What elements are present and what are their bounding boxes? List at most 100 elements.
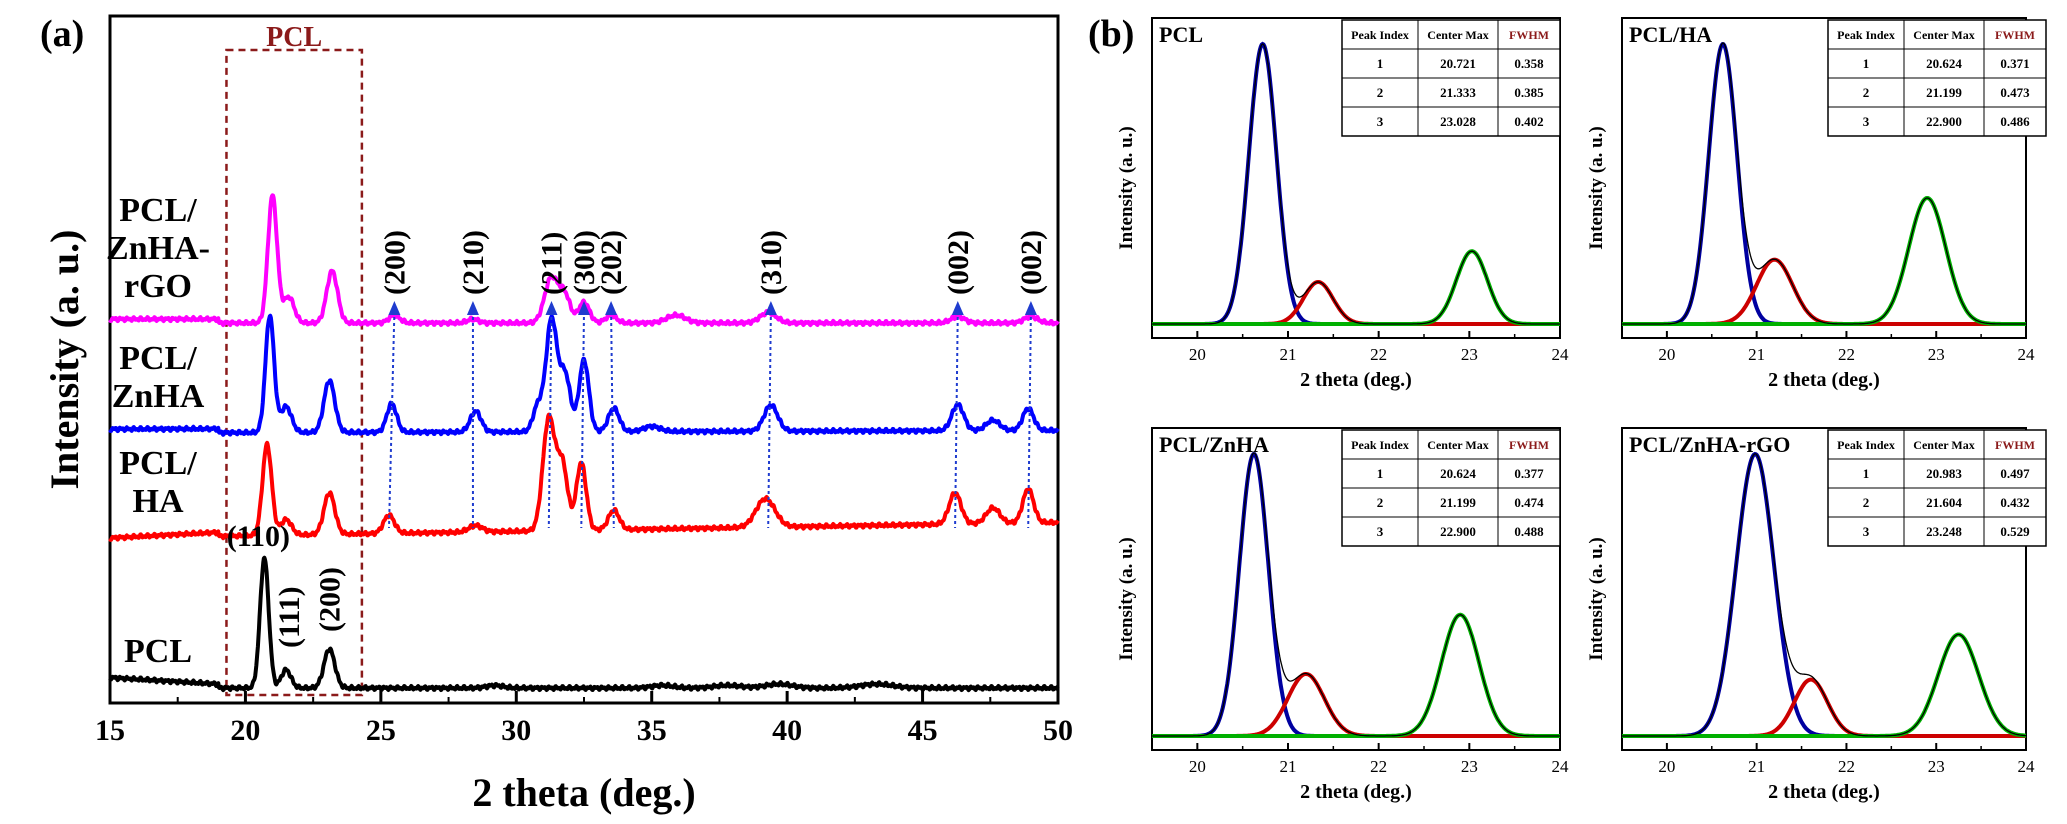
- x-tick-label: 24: [1552, 345, 1570, 364]
- hkl-label: (002): [942, 230, 975, 295]
- table-cell: 3: [1377, 114, 1384, 129]
- x-tick-label: 15: [95, 714, 125, 747]
- pcl-region-box: [225, 48, 364, 697]
- subplot-pcl: 20 21 22 23 242 theta (deg.)Intensity (a. u.…: [1116, 17, 1570, 391]
- fit-peak-2: [1622, 677, 2026, 738]
- hkl-label: (300): [568, 230, 601, 295]
- x-tick-label: 23: [1461, 345, 1478, 364]
- table-cell: 23.248: [1926, 524, 1962, 539]
- series-label: ZnHA: [112, 378, 205, 415]
- x-tick-label: 22: [1370, 345, 1387, 364]
- panel-b-label: (b): [1088, 13, 1134, 55]
- fit-peak-2: [1152, 672, 1560, 738]
- table-cell: 22.900: [1440, 524, 1476, 539]
- x-axis-label: 2 theta (deg.): [472, 770, 695, 815]
- table-cell: 21.199: [1926, 85, 1962, 100]
- x-tick-label: 20: [1189, 345, 1206, 364]
- table-cell: 21.333: [1440, 85, 1476, 100]
- table-cell: 0.474: [1514, 495, 1544, 510]
- table-cell: 22.900: [1926, 114, 1962, 129]
- series-line-pcl-ha: [108, 412, 1060, 542]
- cumulative-fit-line: [1152, 452, 1560, 737]
- table-cell: 3: [1863, 524, 1870, 539]
- hkl-marker-triangle: [1024, 301, 1037, 315]
- x-tick-label: 30: [501, 714, 531, 747]
- subplot-pcl-znha: 20 21 22 23 242 theta (deg.)Intensity (a. u.…: [1116, 427, 1570, 803]
- table-cell: 0.385: [1514, 85, 1544, 100]
- hkl-marker-triangle: [764, 301, 777, 315]
- cumulative-fit-line: [1622, 42, 2026, 325]
- x-tick-label: 21: [1280, 345, 1297, 364]
- fit-peak-3: [1622, 195, 2026, 326]
- table-cell: 1: [1863, 466, 1870, 481]
- table-cell: 0.371: [2000, 56, 2029, 71]
- x-tick-label: 23: [1928, 345, 1945, 364]
- table-cell: 20.624: [1440, 466, 1476, 481]
- hkl-label: (310): [755, 230, 788, 295]
- table-cell: 0.488: [1514, 524, 1544, 539]
- subplot-frame: [1621, 427, 2027, 751]
- y-axis-label: Intensity (a. u.): [1116, 126, 1137, 250]
- y-axis-label: Intensity (a. u.): [1586, 126, 1607, 250]
- fit-peak-3: [1152, 249, 1560, 326]
- panel-a-label: (a): [40, 13, 84, 55]
- fit-peak-3: [1152, 612, 1560, 738]
- hkl-guide-line: [610, 310, 615, 529]
- table-header-cell: Peak Index: [1837, 28, 1895, 42]
- series-label: rGO: [124, 268, 192, 305]
- subplot-frame: [1151, 17, 1561, 339]
- table-cell: 0.377: [1514, 466, 1544, 481]
- x-tick-label: 24: [1552, 757, 1570, 776]
- table-cell: 2: [1863, 495, 1870, 510]
- x-tick-label: 22: [1838, 345, 1855, 364]
- table-cell: 0.432: [2000, 495, 2029, 510]
- series-label: PCL/: [119, 192, 197, 229]
- x-tick-label: 20: [1189, 757, 1206, 776]
- x-tick-label: 50: [1043, 714, 1073, 747]
- hkl-guide-line: [547, 310, 553, 529]
- panel-b-peak-fits: 20 21 22 23 242 theta (deg.)Intensity (a. u.…: [1116, 17, 2047, 803]
- table-header-cell: Peak Index: [1837, 438, 1895, 452]
- series-label: PCL/: [119, 340, 197, 377]
- x-tick-label: 24: [2018, 345, 2036, 364]
- x-tick-label: 23: [1461, 757, 1478, 776]
- subplot-pcl-ha: 20 21 22 23 242 theta (deg.)Intensity (a. u.…: [1586, 17, 2047, 391]
- table-header-cell: Center Max: [1427, 28, 1488, 42]
- table-cell: 23.028: [1440, 114, 1476, 129]
- table-cell: 2: [1377, 495, 1384, 510]
- table-header-cell: Peak Index: [1351, 438, 1409, 452]
- hkl-pcl-label: (110): [227, 520, 290, 553]
- peak-table: Peak Index Center Max FWHM 1 20.624 0.371 2 21.…: [1827, 19, 2047, 137]
- table-cell: 3: [1377, 524, 1384, 539]
- hkl-guide-line: [954, 310, 959, 529]
- table-cell: 0.358: [1514, 56, 1544, 71]
- hkl-marker-triangle: [951, 301, 964, 315]
- table-header-cell: FWHM: [1509, 438, 1549, 452]
- subplot-title: PCL/HA: [1629, 22, 1712, 47]
- hkl-pcl-label: (111): [273, 586, 306, 648]
- subplot-title: PCL: [1159, 22, 1203, 47]
- hkl-marker-triangle: [545, 301, 558, 315]
- hkl-label: (210): [457, 230, 490, 295]
- x-tick-label: 20: [230, 714, 260, 747]
- peak-table: Peak Index Center Max FWHM 1 20.624 0.377 2 21.…: [1341, 429, 1561, 547]
- panel-a-xrd-chart: 15 20 25 30 35 40 45 50 2 theta (deg.) Intensity …: [42, 14, 1073, 815]
- hkl-label: (002): [1015, 230, 1048, 295]
- hkl-marker-triangle: [578, 301, 590, 315]
- cumulative-fit-line: [1622, 453, 2026, 737]
- table-header-cell: FWHM: [1509, 28, 1549, 42]
- x-tick-label: 24: [2018, 757, 2036, 776]
- subplot-frame: [1151, 427, 1561, 751]
- x-tick-label: 23: [1928, 757, 1945, 776]
- x-axis-label: 2 theta (deg.): [1768, 369, 1880, 391]
- x-tick-label: 21: [1748, 345, 1765, 364]
- x-tick-label: 40: [772, 714, 802, 747]
- table-header-cell: Peak Index: [1351, 28, 1409, 42]
- table-cell: 20.624: [1926, 56, 1962, 71]
- peak-table: Peak Index Center Max FWHM 1 20.983 0.497 2 21.…: [1827, 429, 2047, 547]
- subplot-frame: [1621, 17, 2027, 339]
- table-cell: 0.529: [2000, 524, 2030, 539]
- hkl-label: (211): [535, 232, 568, 295]
- hkl-guide-line: [580, 310, 585, 529]
